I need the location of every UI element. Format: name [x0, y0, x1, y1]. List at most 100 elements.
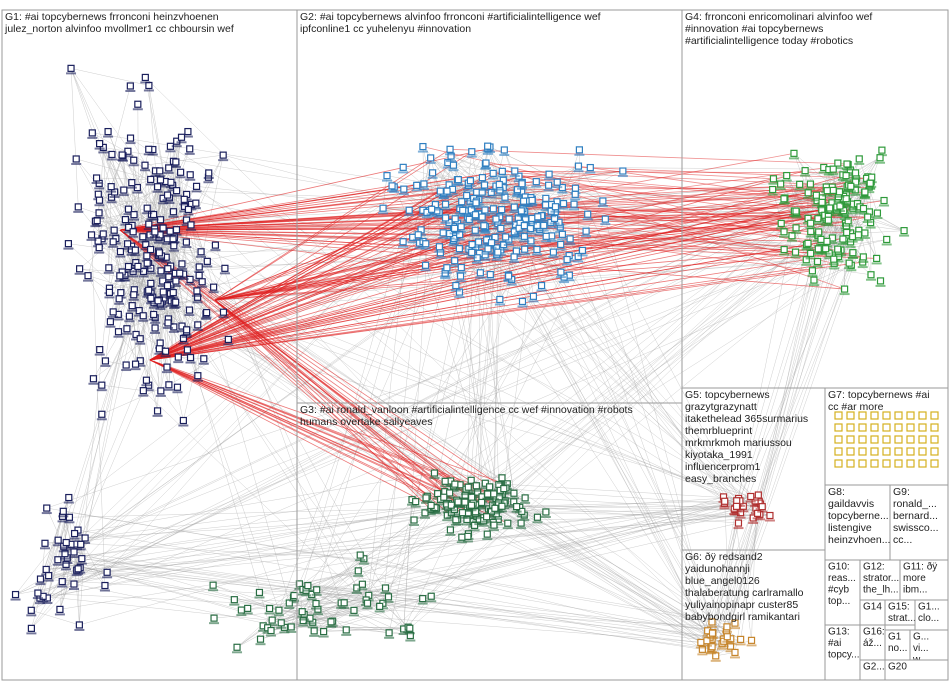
node — [434, 490, 442, 498]
node — [792, 224, 800, 232]
node — [582, 227, 590, 235]
node — [139, 387, 147, 395]
edge — [148, 181, 872, 225]
node — [882, 411, 891, 420]
node — [783, 171, 791, 180]
node-label — [494, 500, 505, 503]
node — [430, 469, 439, 477]
node — [532, 178, 540, 186]
node-label — [149, 235, 160, 238]
node-label — [155, 238, 166, 241]
node — [464, 483, 472, 491]
group-label-line: G2: #ai topcybernews alvinfoo frronconi … — [300, 11, 601, 23]
node-label — [839, 204, 850, 207]
node — [376, 602, 384, 610]
node-label — [266, 634, 277, 637]
node — [128, 179, 136, 187]
node-label — [135, 342, 146, 345]
node-label — [286, 630, 297, 633]
node — [172, 158, 180, 166]
node — [457, 223, 465, 231]
node-label — [449, 242, 460, 245]
edge — [118, 298, 160, 349]
node — [723, 633, 731, 641]
node-label — [464, 223, 475, 226]
node-label — [479, 189, 490, 192]
edge — [503, 225, 538, 489]
node — [836, 202, 844, 210]
node-label — [105, 325, 116, 328]
node — [876, 154, 884, 162]
node — [419, 142, 427, 151]
edge — [149, 242, 420, 361]
node-label — [470, 234, 481, 237]
node-label — [128, 164, 139, 167]
edge — [450, 148, 847, 165]
group-label-line: G8: — [828, 486, 845, 498]
node — [410, 516, 418, 524]
node — [267, 626, 275, 635]
node-label — [847, 240, 858, 243]
node — [481, 479, 489, 487]
node — [822, 245, 830, 253]
node-label — [58, 515, 69, 518]
node — [478, 174, 487, 182]
node — [312, 599, 320, 608]
node-label — [264, 612, 275, 615]
node-label — [504, 223, 515, 226]
node-label — [203, 176, 214, 179]
node-label — [435, 256, 446, 259]
node-label — [148, 318, 159, 321]
node-label — [398, 245, 409, 248]
node — [906, 423, 915, 432]
node-label — [817, 206, 828, 209]
node — [178, 322, 186, 330]
node — [883, 235, 891, 244]
node-label — [143, 389, 154, 392]
node-label — [525, 244, 536, 247]
node-label — [491, 258, 502, 261]
edge — [214, 184, 500, 301]
node-label — [168, 249, 179, 252]
node — [870, 423, 879, 432]
node-label — [194, 270, 205, 273]
node-label — [494, 188, 505, 191]
group-label-line: blue_angel0126 — [685, 575, 760, 587]
edge — [122, 155, 129, 210]
group-label-line: G1... — [918, 601, 940, 612]
node-label — [339, 606, 350, 609]
node-label — [106, 201, 117, 204]
node — [846, 435, 855, 444]
edge — [740, 504, 761, 640]
node-label — [109, 196, 120, 199]
node — [126, 134, 135, 142]
node — [747, 492, 755, 501]
edge — [515, 224, 712, 649]
node-label — [719, 507, 730, 510]
node — [834, 459, 843, 468]
node — [147, 294, 155, 302]
node-label — [378, 212, 389, 215]
edge — [759, 209, 823, 515]
node-label — [94, 147, 105, 150]
node-label — [141, 384, 152, 387]
node — [443, 264, 451, 272]
node-label — [459, 506, 470, 509]
node — [74, 565, 82, 573]
node-label — [279, 631, 290, 634]
edge — [65, 192, 444, 565]
node-label — [348, 614, 359, 617]
node — [99, 143, 107, 152]
node — [128, 302, 136, 310]
node — [815, 228, 823, 236]
node-label — [54, 613, 65, 616]
edge — [92, 132, 756, 502]
group-label-line: the_lh... — [863, 584, 899, 595]
node-label — [465, 205, 476, 208]
node-label — [288, 601, 299, 604]
node — [172, 277, 180, 285]
node — [861, 188, 869, 196]
edge — [39, 543, 46, 599]
node-label — [779, 235, 790, 238]
node — [486, 483, 494, 491]
